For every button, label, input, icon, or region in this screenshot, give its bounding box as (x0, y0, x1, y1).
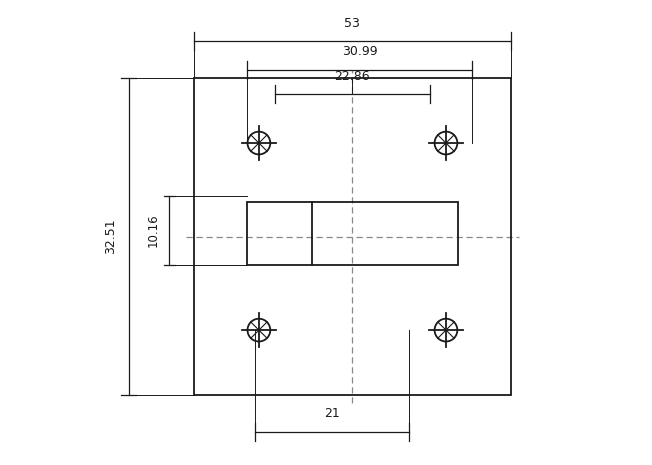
Text: 22.86: 22.86 (334, 70, 370, 83)
Bar (246, 202, 458, 265)
Text: 30.99: 30.99 (342, 46, 378, 59)
Text: 10.16: 10.16 (147, 213, 160, 247)
Bar (194, 78, 511, 395)
Text: 32.51: 32.51 (104, 219, 117, 254)
Text: 21: 21 (324, 407, 340, 420)
Text: 53: 53 (344, 17, 361, 30)
